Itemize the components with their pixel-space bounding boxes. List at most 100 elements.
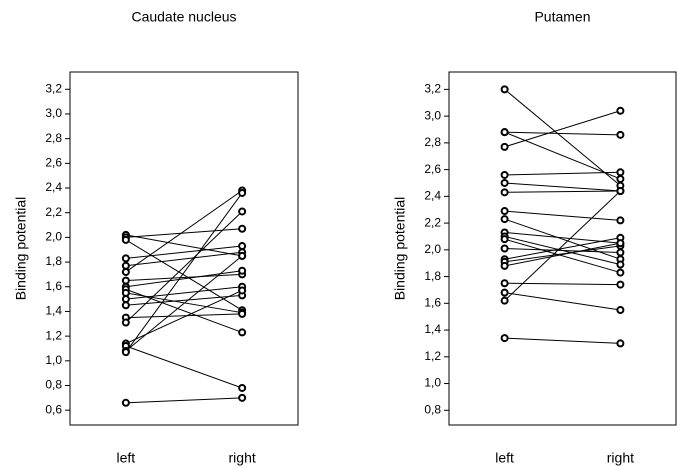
x-tick-label: left (495, 450, 514, 466)
data-point (500, 288, 509, 297)
pair-line (504, 237, 621, 260)
data-point (121, 398, 130, 407)
pair-line (125, 345, 243, 389)
pair-line (504, 131, 621, 180)
plot-frame (69, 71, 299, 426)
y-axis-label: Binding potential (13, 197, 29, 301)
y-tick-label: 3,0 (424, 108, 441, 122)
y-tick-label: 2,6 (45, 156, 62, 170)
y-axis-label: Binding potential (392, 197, 408, 301)
pair-line (504, 292, 621, 311)
plot-frame (448, 71, 677, 426)
data-point (500, 128, 509, 137)
data-point (238, 383, 247, 392)
y-tick-label: 2,4 (45, 180, 62, 194)
data-point (238, 286, 247, 295)
y-tick-label: 3,0 (45, 106, 62, 120)
data-point (121, 267, 130, 276)
y-tick-label: 0,6 (45, 402, 62, 416)
data-point (238, 393, 247, 402)
y-tick-label: 2,2 (45, 205, 62, 219)
data-point (121, 254, 130, 263)
data-point (238, 224, 247, 233)
data-point (616, 339, 625, 348)
pair-line (504, 171, 621, 176)
pair-line (125, 239, 243, 311)
data-point (500, 334, 509, 343)
data-point (500, 142, 509, 151)
pair-line (125, 192, 243, 353)
data-point (238, 251, 247, 260)
pair-line (504, 190, 621, 302)
y-tick-label: 2,0 (424, 242, 441, 256)
y-tick-label: 1,0 (424, 376, 441, 390)
pair-line (125, 228, 243, 238)
data-point (500, 244, 509, 253)
data-point (616, 187, 625, 196)
pair-line (504, 210, 621, 221)
pair-line (125, 251, 243, 267)
y-tick-label: 1,4 (45, 304, 62, 318)
y-tick-label: 3,2 (424, 82, 441, 96)
y-tick-label: 1,8 (45, 254, 62, 268)
pair-line (504, 282, 621, 286)
data-point (121, 318, 130, 327)
data-point (616, 306, 625, 315)
data-point (500, 261, 509, 270)
pair-line (504, 242, 621, 267)
pair-line (125, 273, 243, 282)
pair-line (125, 190, 243, 273)
pair-line (125, 234, 243, 257)
data-point (121, 261, 130, 270)
y-tick-label: 0,8 (424, 402, 441, 416)
data-point (238, 266, 247, 275)
y-tick-label: 1,8 (424, 269, 441, 283)
x-tick-label: left (117, 450, 136, 466)
data-point (500, 296, 509, 305)
data-point (616, 106, 625, 115)
chart-title: Putamen (534, 9, 590, 25)
pair-line (504, 248, 621, 254)
data-point (616, 174, 625, 183)
data-point (238, 328, 247, 337)
data-point (238, 188, 247, 197)
y-tick-label: 1,4 (424, 322, 441, 336)
x-tick-label: right (229, 450, 256, 466)
data-point (238, 207, 247, 216)
y-tick-label: 2,8 (45, 131, 62, 145)
y-tick-label: 0,8 (45, 378, 62, 392)
y-tick-label: 2,8 (424, 135, 441, 149)
data-point (121, 235, 130, 244)
y-tick-label: 1,2 (45, 328, 62, 342)
pair-line (504, 182, 621, 192)
data-point (500, 279, 509, 288)
data-point (238, 242, 247, 251)
chart-title: Caudate nucleus (131, 9, 236, 25)
pair-line (504, 218, 621, 260)
pair-line (504, 337, 621, 344)
data-point (121, 301, 130, 310)
data-point (616, 280, 625, 289)
data-point (616, 168, 625, 177)
data-point (500, 235, 509, 244)
data-point (500, 215, 509, 224)
data-point (616, 248, 625, 257)
pair-line (125, 270, 243, 288)
data-point (616, 239, 625, 248)
pair-line (504, 110, 621, 148)
data-point (500, 207, 509, 216)
data-point (121, 295, 130, 304)
y-tick-label: 3,2 (45, 81, 62, 95)
data-point (121, 276, 130, 285)
data-point (500, 170, 509, 179)
pair-line (125, 211, 243, 323)
data-point (500, 85, 509, 94)
x-tick-label: right (607, 450, 634, 466)
pair-line (504, 245, 621, 263)
y-tick-label: 1,2 (424, 349, 441, 363)
data-point (500, 178, 509, 187)
pair-line (125, 397, 243, 404)
data-point (616, 268, 625, 277)
y-tick-label: 2,6 (424, 162, 441, 176)
